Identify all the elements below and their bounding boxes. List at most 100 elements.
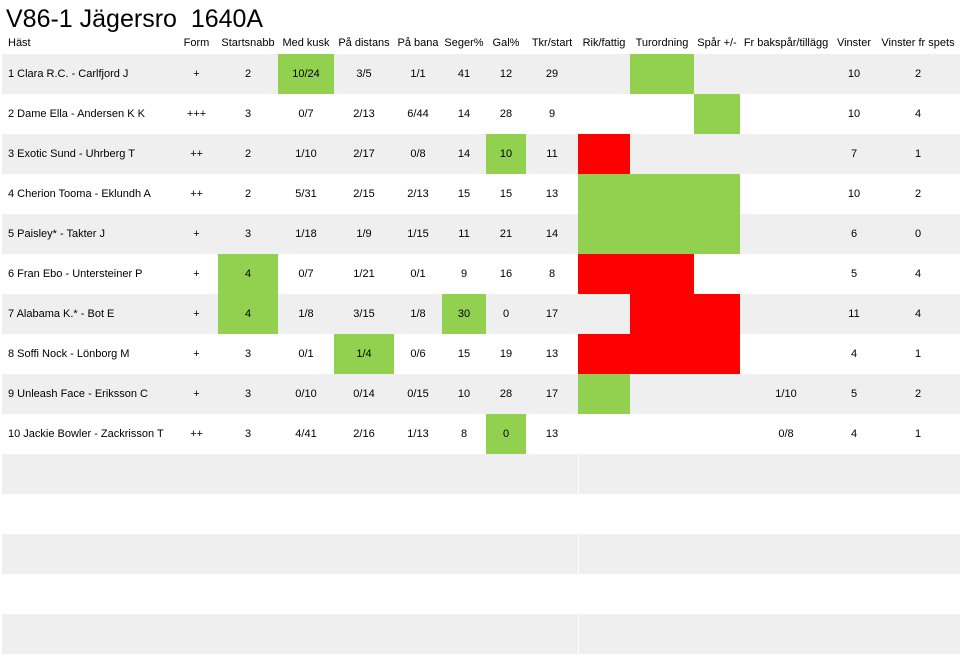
table-cell (694, 374, 740, 414)
table-cell: 12 (499, 68, 513, 80)
column-header: Rik/fattig (582, 37, 626, 49)
table-cell (578, 94, 630, 134)
table-cell: ++ (190, 188, 203, 200)
table-cell: 1/10 (775, 388, 797, 400)
column-header: Gal% (492, 37, 520, 49)
table-cell (694, 174, 740, 214)
table-cell: + (193, 228, 200, 240)
table-cell (578, 414, 630, 454)
table-cell: 2 (914, 388, 922, 400)
table-cell (740, 214, 832, 254)
table-cell: 14 (457, 148, 471, 160)
table-cell: 5 (850, 388, 858, 400)
table-cell (694, 214, 740, 254)
table-cell: + (193, 268, 200, 280)
table-cell: 0/7 (298, 108, 314, 120)
table-row: 9 Unleash Face - Eriksson C +3 0/10 0/14 0/1… (0, 374, 960, 414)
table-row: 2 Dame Ella - Andersen K K +++ 3 0/7 2/13 6/4… (0, 94, 960, 134)
row-band (2, 614, 960, 654)
table-cell: 0/6 (410, 348, 426, 360)
table-cell: 7 (850, 148, 858, 160)
table-row: 7 Alabama K.* - Bot E +4 1/8 3/15 1/8 30 0 17 11… (0, 294, 960, 334)
table-cell: 8 (460, 428, 468, 440)
table-cell: 2 (244, 188, 252, 200)
horse-name: 2 Dame Ella - Andersen K K (8, 108, 145, 120)
empty-row (0, 534, 960, 574)
table-cell: 28 (499, 108, 513, 120)
table-cell: 41 (457, 68, 471, 80)
column-header: På bana (397, 37, 439, 49)
table-row: 1 Clara R.C. - Carlfjord J +2 10/24 3/5 1/1 4… (0, 54, 960, 94)
table-cell (740, 134, 832, 174)
table-cell: 4 (218, 254, 278, 294)
row-band (2, 214, 960, 254)
horse-name: 6 Fran Ebo - Untersteiner P (8, 268, 143, 280)
table-cell: 0/15 (407, 388, 429, 400)
table-cell: 5/31 (295, 188, 317, 200)
table-row: 5 Paisley* - Takter J +3 1/18 1/9 1/15 11 21 14… (0, 214, 960, 254)
table-cell: 2 (244, 148, 252, 160)
row-band (2, 534, 960, 574)
table-row: 8 Soffi Nock - Lönborg M +3 0/1 1/4 0/6 15 19 1… (0, 334, 960, 374)
table-cell: 4/41 (295, 428, 317, 440)
table-cell: 0/7 (298, 268, 314, 280)
table-cell: 29 (545, 68, 559, 80)
table-cell: 4 (914, 308, 922, 320)
table-cell (740, 334, 832, 374)
table-cell: 6/44 (407, 108, 429, 120)
table-cell (578, 214, 630, 254)
table-cell (740, 294, 832, 334)
table-cell: 10 (457, 388, 471, 400)
table-cell: + (193, 68, 200, 80)
row-band (2, 134, 960, 174)
table-cell: 2/15 (353, 188, 375, 200)
table-cell: 6 (850, 228, 858, 240)
table-cell (740, 94, 832, 134)
column-header: Vinster (836, 37, 872, 49)
table-cell (694, 94, 740, 134)
table-cell: 5 (850, 268, 858, 280)
table-cell: 13 (545, 348, 559, 360)
table-cell: 2/16 (353, 428, 375, 440)
table-cell: 0/10 (295, 388, 317, 400)
table-cell (694, 134, 740, 174)
table-cell: 15 (457, 188, 471, 200)
table-cell (740, 54, 832, 94)
table-cell: + (193, 308, 200, 320)
table-cell (630, 174, 694, 214)
table-cell: 3 (244, 228, 252, 240)
horse-name: 5 Paisley* - Takter J (8, 228, 106, 240)
column-header: Häst (8, 37, 31, 49)
table-cell: 9 (460, 268, 468, 280)
row-band (2, 454, 960, 494)
table-cell: 11 (546, 148, 558, 160)
table-cell: 2 (914, 188, 922, 200)
table-cell: 1 (914, 148, 922, 160)
table-cell: 2 (244, 68, 252, 80)
horse-name: 8 Soffi Nock - Lönborg M (8, 348, 130, 360)
table-cell: 3 (244, 108, 252, 120)
table-cell: ++ (190, 428, 203, 440)
table-cell: 0/1 (410, 268, 426, 280)
table-cell (740, 254, 832, 294)
table-cell (694, 254, 740, 294)
table-cell: 1/8 (298, 308, 314, 320)
table-cell (630, 214, 694, 254)
table-cell (630, 414, 694, 454)
table-cell (630, 334, 694, 374)
table-cell: 0/14 (353, 388, 375, 400)
table-cell: 2/17 (353, 148, 375, 160)
column-divider (578, 454, 579, 494)
table-cell: 10 (847, 68, 861, 80)
table-row: 3 Exotic Sund - Uhrberg T ++ 2 1/10 2/17 0/8 1… (0, 134, 960, 174)
table-cell: 1/10 (295, 148, 317, 160)
column-header: Startsnabb (221, 37, 275, 49)
table-row: 6 Fran Ebo - Untersteiner P +4 0/7 1/21 0/1 9… (0, 254, 960, 294)
table-cell (578, 54, 630, 94)
column-header: Med kusk (282, 37, 330, 49)
table-cell: 10 (486, 134, 526, 174)
table-cell: 17 (545, 388, 559, 400)
table-cell (694, 414, 740, 454)
table-cell: 1/18 (295, 228, 317, 240)
table-cell: 13 (545, 188, 559, 200)
